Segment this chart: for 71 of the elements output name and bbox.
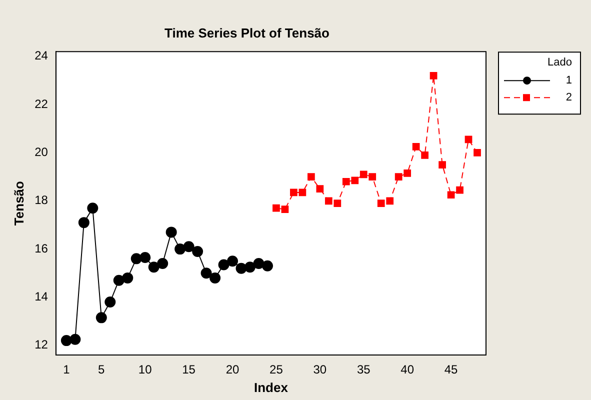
- point: [244, 262, 256, 273]
- point: [192, 246, 204, 257]
- point: [368, 173, 376, 180]
- point: [227, 256, 238, 267]
- x-tick-label: 30: [313, 362, 327, 377]
- point: [308, 173, 315, 180]
- point: [96, 312, 107, 324]
- x-axis-title: Index: [254, 380, 289, 395]
- x-tick-label: 45: [444, 362, 458, 377]
- x-tick-label: 10: [138, 362, 152, 377]
- y-tick-label: 20: [34, 145, 48, 160]
- point: [456, 186, 464, 194]
- x-tick-label: 20: [226, 362, 240, 377]
- point: [412, 143, 420, 150]
- point: [377, 200, 385, 207]
- x-tick-label: 15: [182, 362, 196, 377]
- point: [342, 178, 350, 186]
- legend-label: 1: [566, 74, 572, 87]
- point: [438, 161, 446, 168]
- y-tick-label: 12: [34, 338, 48, 352]
- point: [474, 149, 481, 156]
- point: [60, 335, 72, 346]
- point: [386, 197, 394, 205]
- x-tick-label: 40: [400, 362, 414, 377]
- x-tick-label: 25: [270, 362, 284, 377]
- point: [253, 258, 264, 269]
- y-tick-label: 22: [34, 96, 48, 111]
- point: [430, 72, 438, 80]
- legend-label: 2: [566, 92, 572, 104]
- x-tick-label: 35: [356, 362, 371, 377]
- point: [183, 241, 194, 252]
- point: [290, 188, 298, 196]
- chart-title: Time Series Plot of Tensão: [164, 25, 330, 40]
- point: [464, 136, 472, 144]
- legend-title: Lado: [548, 56, 572, 69]
- point: [262, 260, 273, 272]
- point: [218, 259, 230, 270]
- point: [360, 170, 368, 178]
- point: [113, 274, 124, 286]
- point: [148, 262, 160, 273]
- point: [236, 262, 247, 274]
- point: [281, 206, 289, 213]
- point: [157, 258, 168, 269]
- x-tick-label: 1: [63, 362, 70, 377]
- y-tick-label: 18: [34, 193, 48, 208]
- point: [210, 272, 221, 284]
- point: [316, 185, 324, 193]
- y-tick-label: 16: [34, 241, 48, 256]
- point: [351, 176, 359, 184]
- point: [104, 296, 116, 308]
- point: [122, 272, 134, 284]
- point: [298, 188, 306, 196]
- point: [447, 191, 455, 199]
- point: [70, 334, 81, 345]
- point: [166, 226, 177, 238]
- y-axis-title: Tensão: [11, 180, 26, 226]
- point: [130, 253, 142, 264]
- x-tick-label: 5: [98, 362, 106, 377]
- point: [140, 252, 151, 263]
- point: [200, 268, 212, 279]
- point: [272, 204, 280, 212]
- y-tick-label: 24: [34, 48, 48, 63]
- point: [78, 217, 90, 228]
- y-tick-label: 14: [34, 290, 48, 304]
- point: [87, 202, 98, 214]
- point: [334, 200, 342, 207]
- point: [421, 151, 428, 159]
- point: [324, 197, 332, 205]
- point: [404, 170, 412, 177]
- point: [174, 244, 186, 255]
- point: [394, 173, 402, 180]
